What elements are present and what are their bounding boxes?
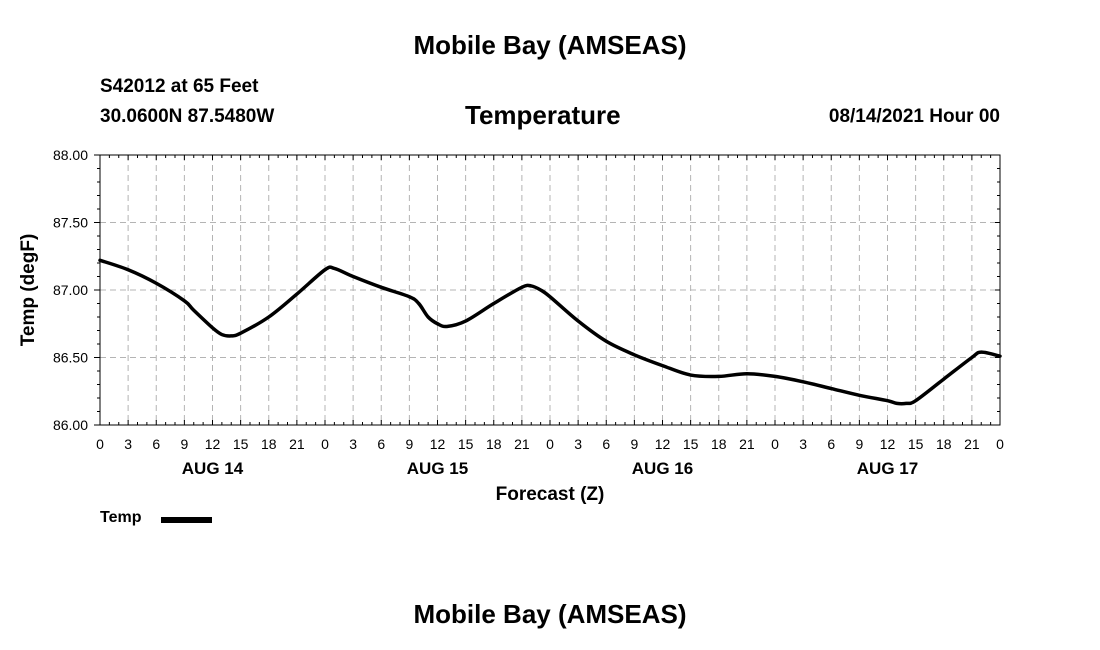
day-label: AUG 17 <box>857 459 918 478</box>
x-tick-label: 18 <box>486 436 502 452</box>
x-tick-label: 15 <box>233 436 249 452</box>
y-tick-label: 86.00 <box>53 417 88 433</box>
legend-swatch <box>161 517 212 523</box>
temp-series-line <box>98 258 1002 406</box>
y-tick-label: 88.00 <box>53 147 88 163</box>
x-tick-label: 21 <box>739 436 755 452</box>
day-label: AUG 14 <box>182 459 244 478</box>
station-label: S42012 at 65 Feet <box>100 76 259 97</box>
x-tick-label: 6 <box>152 436 160 452</box>
top-title: Mobile Bay (AMSEAS) <box>413 30 687 60</box>
bottom-title: Mobile Bay (AMSEAS) <box>413 599 687 629</box>
x-tick-label: 12 <box>205 436 221 452</box>
x-tick-label: 21 <box>289 436 305 452</box>
y-tick-label: 86.50 <box>53 350 88 366</box>
x-tick-label: 18 <box>711 436 727 452</box>
x-tick-label: 9 <box>405 436 413 452</box>
x-tick-label: 0 <box>546 436 554 452</box>
forecast-datetime: 08/14/2021 Hour 00 <box>828 106 1000 127</box>
legend-label: Temp <box>100 509 142 526</box>
day-label: AUG 16 <box>632 459 693 478</box>
x-tick-label: 18 <box>261 436 277 452</box>
x-tick-label: 3 <box>799 436 807 452</box>
x-tick-label: 9 <box>180 436 188 452</box>
y-tick-label: 87.50 <box>53 215 88 231</box>
variable-title: Temperature <box>465 100 621 130</box>
x-tick-label: 12 <box>880 436 896 452</box>
day-label: AUG 15 <box>407 459 468 478</box>
x-tick-label: 12 <box>655 436 671 452</box>
x-tick-label: 9 <box>630 436 638 452</box>
coordinates-label: 30.0600N 87.5480W <box>100 106 275 127</box>
x-tick-label: 6 <box>377 436 385 452</box>
x-tick-label: 12 <box>430 436 446 452</box>
x-tick-label: 15 <box>458 436 474 452</box>
x-tick-label: 21 <box>964 436 980 452</box>
x-tick-label: 18 <box>936 436 952 452</box>
y-axis-title: Temp (degF) <box>18 234 39 347</box>
x-tick-label: 6 <box>827 436 835 452</box>
x-tick-label: 3 <box>349 436 357 452</box>
x-tick-label: 0 <box>996 436 1004 452</box>
y-tick-label: 87.00 <box>53 282 88 298</box>
x-tick-label: 3 <box>574 436 582 452</box>
x-tick-label: 6 <box>602 436 610 452</box>
x-axis-title: Forecast (Z) <box>496 484 605 505</box>
x-tick-label: 15 <box>683 436 699 452</box>
x-tick-label: 3 <box>124 436 132 452</box>
x-tick-label: 0 <box>96 436 104 452</box>
x-tick-label: 0 <box>771 436 779 452</box>
x-tick-label: 0 <box>321 436 329 452</box>
x-tick-label: 9 <box>855 436 863 452</box>
x-tick-label: 21 <box>514 436 530 452</box>
x-tick-label: 15 <box>908 436 924 452</box>
